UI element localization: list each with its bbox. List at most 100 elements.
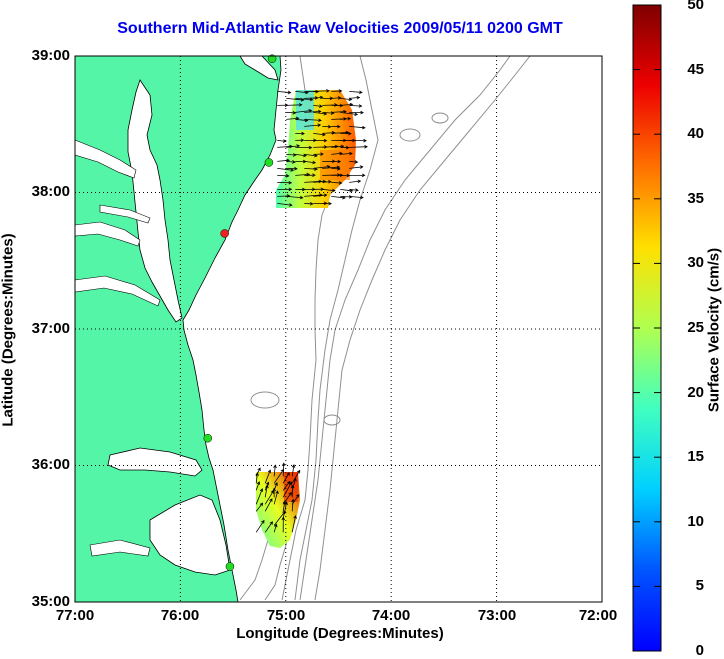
- velocity-vector: [286, 160, 296, 164]
- velocity-vector: [313, 104, 323, 108]
- x-tick-label: 73:00: [477, 607, 517, 624]
- velocity-vector: [286, 166, 298, 171]
- velocity-vector: [349, 165, 364, 169]
- velocity-vector: [313, 193, 328, 198]
- velocity-vector: [277, 187, 293, 192]
- y-axis-label: Latitude (Degrees:Minutes): [0, 233, 17, 427]
- velocity-vector: [313, 89, 330, 93]
- y-tick-label: 35:00: [31, 593, 70, 610]
- velocity-vector: [349, 195, 364, 200]
- velocity-vector: [349, 179, 362, 184]
- x-tick-label: 74:00: [371, 607, 411, 624]
- x-tick-label: 72:00: [578, 607, 618, 624]
- velocity-vector: [264, 498, 273, 512]
- velocity-vector: [291, 515, 297, 533]
- velocity-vector: [291, 469, 301, 484]
- velocity-vector: [286, 144, 301, 148]
- velocity-vector: [349, 95, 361, 100]
- velocity-vector: [264, 490, 274, 505]
- velocity-vector: [313, 95, 324, 100]
- velocity-vector: [295, 131, 305, 136]
- map-grid: [75, 56, 602, 602]
- colorbar-tick-label: 15: [687, 448, 704, 465]
- velocity-vector: [340, 116, 352, 121]
- colorbar-tick-label: 40: [687, 125, 704, 142]
- velocity-vector: [304, 160, 317, 165]
- velocity-vector: [264, 521, 273, 533]
- velocity-vector: [255, 488, 264, 505]
- velocity-vector: [255, 472, 259, 484]
- velocity-vector: [255, 481, 261, 491]
- colorbar-tick-label: 0: [695, 642, 704, 659]
- velocity-vector: [282, 471, 290, 484]
- x-tick-label: 77:00: [55, 607, 95, 624]
- velocity-vector: [277, 202, 293, 207]
- velocity-vector: [340, 111, 359, 117]
- x-axis-label: Longitude (Degrees:Minutes): [236, 625, 444, 642]
- radar-station-marker: [220, 229, 229, 238]
- colorbar-tick-label: 20: [687, 384, 704, 401]
- velocity-vector: [322, 179, 332, 184]
- colorbar-tick-label: 25: [687, 319, 704, 336]
- velocity-vector: [277, 90, 292, 95]
- velocity-vector: [255, 502, 264, 512]
- velocity-vector: [349, 144, 368, 149]
- velocity-vector: [340, 151, 353, 156]
- velocity-vector: [291, 493, 300, 505]
- velocity-vector: [349, 138, 367, 143]
- velocity-vector: [264, 484, 269, 498]
- colorbar-tick-label: 45: [687, 61, 704, 78]
- velocity-vector: [273, 468, 284, 484]
- velocity-vector: [304, 173, 316, 178]
- velocity-vector: [282, 481, 293, 498]
- velocity-vector: [340, 145, 350, 150]
- velocity-vectors: [255, 89, 368, 533]
- velocity-vector: [295, 108, 313, 113]
- velocity-vector: [286, 195, 304, 200]
- velocity-vector: [273, 490, 279, 505]
- velocity-vector: [281, 516, 286, 533]
- velocity-vector: [349, 125, 366, 130]
- radar-station-marker: [267, 54, 277, 63]
- velocity-vector: [304, 109, 322, 114]
- velocity-vector: [322, 201, 332, 206]
- colorbar-tick-label: 50: [687, 0, 704, 13]
- velocity-vector: [255, 519, 265, 533]
- velocity-vector: [331, 124, 341, 129]
- velocity-vector: [290, 484, 295, 498]
- velocity-vector: [291, 498, 295, 512]
- radar-stations: [203, 54, 277, 571]
- velocity-vector: [331, 89, 343, 93]
- velocity-vector: [331, 181, 343, 185]
- velocity-vector: [295, 138, 305, 143]
- y-tick-label: 36:00: [31, 456, 70, 473]
- colorbar-tick-label: 35: [687, 190, 704, 207]
- x-tick-label: 76:00: [160, 607, 200, 624]
- velocity-vector: [349, 188, 359, 192]
- velocity-vector: [313, 138, 328, 143]
- velocity-vector: [331, 159, 342, 164]
- velocity-vector: [304, 201, 314, 206]
- velocity-vector: [322, 188, 336, 193]
- y-tick-label: 38:00: [31, 183, 70, 200]
- velocity-vector: [304, 153, 318, 158]
- y-tick-label: 37:00: [31, 320, 70, 337]
- map-title: Southern Mid-Atlantic Raw Velocities 200…: [117, 20, 563, 37]
- velocity-vector: [322, 144, 339, 149]
- velocity-vector: [295, 145, 313, 150]
- colorbar-label: Surface Velocity (cm/s): [705, 247, 723, 413]
- velocity-vector: [340, 131, 352, 136]
- velocity-vector: [277, 139, 287, 143]
- velocity-vector: [349, 90, 363, 95]
- radar-station-marker: [264, 158, 274, 167]
- velocity-vector: [331, 167, 341, 171]
- velocity-vector: [322, 131, 336, 135]
- velocity-vector: [277, 180, 293, 185]
- velocity-vector: [304, 123, 322, 127]
- map-frame: [74, 55, 603, 603]
- radar-station-marker: [203, 433, 213, 443]
- velocity-vector: [273, 510, 286, 526]
- velocity-vector: [349, 173, 366, 178]
- y-tick-label: 39:00: [31, 47, 70, 64]
